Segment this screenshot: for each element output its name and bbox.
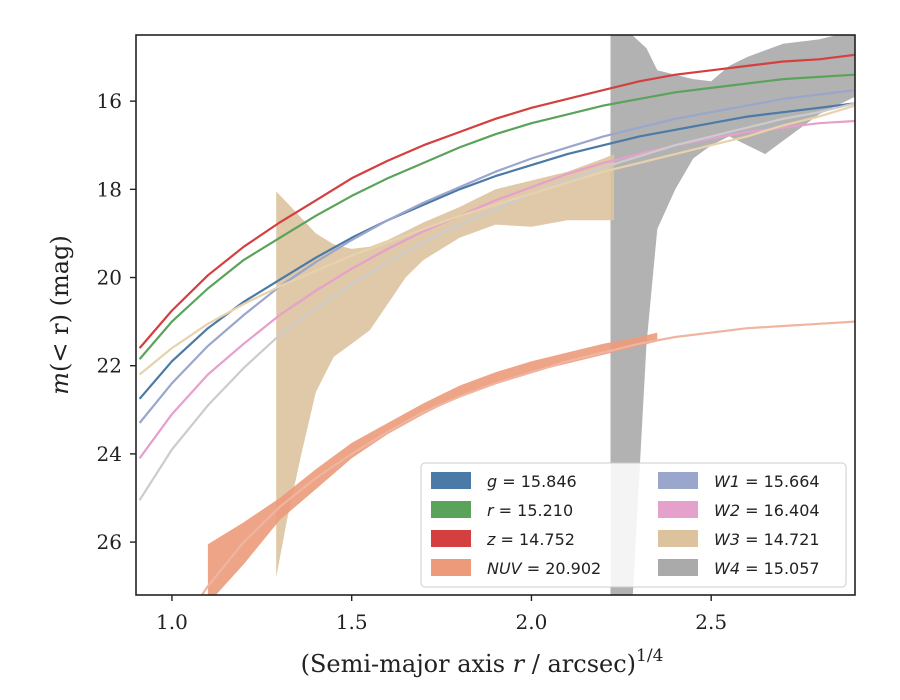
x-axis-label-exponent: 1/4	[636, 646, 663, 666]
y-tick-label-22: 22	[97, 354, 122, 378]
legend-label-w1: W1 = 15.664	[714, 472, 820, 491]
legend-value-w1: 15.664	[764, 472, 820, 491]
legend-swatch-g	[431, 472, 471, 489]
legend-value-nuv: 20.902	[545, 559, 601, 578]
series-band-w3-14-721	[276, 154, 615, 578]
curve-layer	[138, 53, 855, 595]
x-axis-label-main: (Semi-major axis	[301, 650, 513, 678]
legend-equals: =	[740, 472, 764, 491]
series-band-w4-15-057	[610, 35, 855, 595]
legend-var-nuv: NUV	[487, 559, 523, 578]
x-axis-label: (Semi-major axis r / arcsec)1/4	[301, 646, 664, 678]
legend-value-w4: 15.057	[764, 559, 820, 578]
legend-label-nuv: NUV = 20.902	[487, 559, 601, 578]
series-line-nuv-curve	[200, 320, 855, 595]
x-tick-label-1-5: 1.5	[336, 610, 368, 634]
y-tick-label-24: 24	[97, 442, 122, 466]
legend-equals: =	[522, 559, 546, 578]
legend-swatch-w1	[658, 472, 698, 489]
series-line-w3-curve	[138, 104, 855, 376]
y-tick-label-20: 20	[97, 266, 122, 290]
legend-equals: =	[740, 501, 764, 520]
legend-var-w2: W2	[714, 501, 740, 520]
series-line-w2-16-404	[138, 119, 855, 459]
x-axis: 1.0 1.5 2.0 2.5	[156, 595, 727, 634]
legend-label-r: r = 15.210	[487, 501, 573, 520]
series-line-z-14-752	[138, 53, 855, 349]
legend-value-g: 15.846	[521, 472, 577, 491]
legend-label-w3: W3 = 14.721	[714, 530, 820, 549]
y-axis-label: m(< r) (mag)	[46, 235, 74, 395]
y-tick-label-16: 16	[97, 89, 122, 113]
legend-equals: =	[740, 530, 764, 549]
legend-var-r: r	[487, 501, 495, 520]
series-line-g-15-846	[138, 102, 855, 400]
legend-label-w4: W4 = 15.057	[714, 559, 820, 578]
legend-box	[420, 462, 847, 588]
series-line-r-15-210	[138, 73, 855, 360]
y-tick-label-18: 18	[97, 177, 122, 201]
legend-value-w3: 14.721	[764, 530, 820, 549]
legend-var-g: g	[487, 472, 497, 491]
legend-swatch-w3	[658, 530, 698, 547]
x-tick-label-2-5: 2.5	[695, 610, 727, 634]
legend-var-z: z	[486, 530, 496, 549]
legend-value-z: 14.752	[519, 530, 575, 549]
x-tick-label-1-0: 1.0	[156, 610, 188, 634]
y-axis-label-main: m	[46, 372, 74, 395]
legend-swatch-w2	[658, 501, 698, 518]
y-tick-label-26: 26	[97, 530, 122, 554]
legend-swatch-z	[431, 530, 471, 547]
legend: g = 15.846 r = 15.210 z = 14.752 NUV = 20.9…	[420, 462, 847, 588]
legend-value-r: 15.210	[517, 501, 573, 520]
legend-value-w2: 16.404	[764, 501, 820, 520]
legend-label-w2: W2 = 16.404	[714, 501, 820, 520]
legend-equals: =	[497, 472, 521, 491]
legend-label-g: g = 15.846	[487, 472, 577, 491]
legend-swatch-nuv	[431, 559, 471, 576]
series-line-w4-curve	[138, 102, 855, 501]
legend-var-w1: W1	[714, 472, 740, 491]
x-axis-label-tail: / arcsec)	[524, 650, 636, 678]
legend-equals: =	[494, 501, 518, 520]
plot-frame	[135, 34, 856, 596]
legend-swatch-r	[431, 501, 471, 518]
x-axis-label-var: r	[513, 650, 526, 678]
legend-swatch-w4	[658, 559, 698, 576]
legend-var-w4: W4	[714, 559, 740, 578]
legend-var-w3: W3	[714, 530, 740, 549]
y-axis-label-tail: (< r) (mag)	[46, 235, 74, 372]
legend-label-z: z = 14.752	[486, 530, 575, 549]
legend-equals: =	[740, 559, 764, 578]
band-layer	[207, 35, 855, 595]
legend-equals: =	[495, 530, 519, 549]
x-tick-label-2-0: 2.0	[516, 610, 548, 634]
series-line-w1-15-664	[138, 89, 855, 424]
y-axis: 16 18 20 22 24 26	[97, 89, 136, 554]
